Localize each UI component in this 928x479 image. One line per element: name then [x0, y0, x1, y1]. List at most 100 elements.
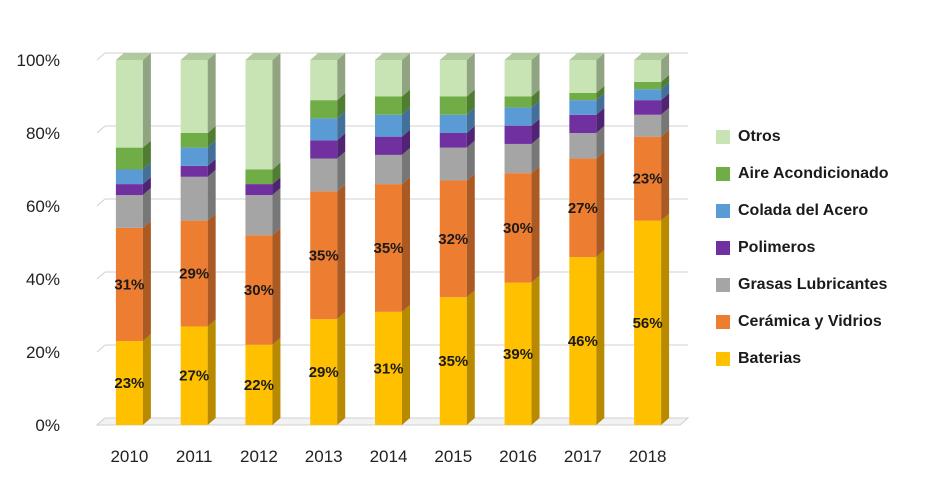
bar-segment [180, 53, 216, 133]
bar-segment [115, 334, 151, 425]
legend-item: Aire Acondicionado [716, 155, 926, 192]
bar-segment-side [531, 166, 540, 283]
bar-segment-front [115, 227, 143, 342]
legend-swatch [716, 277, 730, 292]
x-tick-label: 2016 [499, 447, 537, 466]
bar-segment-side [272, 188, 281, 236]
legend-item: Polimeros [716, 229, 926, 266]
bar-segment-side [402, 89, 410, 115]
bar-segment-side [207, 213, 216, 327]
data-label: 46% [568, 333, 598, 350]
bar-segment-side [661, 213, 670, 425]
bar-segment-front [569, 60, 597, 93]
bar-segment [180, 126, 216, 148]
bar-segment-side [142, 334, 151, 425]
bar-segment-side [596, 107, 605, 133]
bar-segment-side [402, 107, 410, 137]
bar-segment-front [504, 282, 532, 425]
bar-segment-side [142, 188, 151, 228]
bar-segment-side [402, 304, 410, 425]
legend-swatch [716, 314, 730, 329]
bar-segment [569, 250, 605, 425]
legend-item: Cerámica y Vidrios [716, 303, 926, 340]
bar-segment-side [466, 126, 475, 148]
legend-label: Cerámica y Vidrios [738, 312, 882, 330]
bar-segment [180, 140, 216, 166]
bar-segment-front [310, 191, 338, 320]
bar-segment [115, 162, 151, 185]
bar-segment-front [115, 195, 143, 228]
bar-top-face [504, 53, 540, 60]
bar-segment-side [207, 169, 216, 221]
data-label: 35% [373, 240, 403, 257]
bar-segment-front [569, 100, 597, 115]
bar-segment-front [375, 136, 402, 155]
legend-item: Otros [716, 118, 926, 155]
bar-segment-side [207, 319, 216, 425]
bar-segment-front [634, 220, 662, 425]
bar-segment-front [504, 173, 532, 283]
legend-label: Otros [738, 127, 781, 145]
bar-segment [310, 111, 346, 141]
bar-segment-side [466, 89, 475, 115]
legend-label: Grasas Lubricantes [738, 275, 888, 293]
gridline-depth [96, 125, 106, 134]
bar-segment-side [272, 162, 281, 185]
bar-segment-front [504, 143, 532, 174]
bar-segment-front [115, 147, 143, 170]
x-tick-label: 2012 [240, 447, 278, 466]
bar-segment [375, 304, 410, 425]
bar-segment [504, 53, 540, 97]
x-tick-label: 2011 [176, 447, 213, 466]
legend: Otros Aire Acondicionado Colada del Acero P… [716, 118, 926, 377]
bar-segment [245, 228, 281, 345]
bar-segment [375, 129, 410, 155]
bar-segment [439, 107, 475, 133]
bar-segment-front [245, 344, 273, 425]
bar-segment [310, 93, 346, 119]
bar-segment-side [661, 53, 670, 82]
bar-segment [310, 151, 346, 192]
bar-segment-side [337, 93, 346, 119]
data-label: 29% [179, 266, 209, 283]
bar-segment [634, 213, 670, 425]
bar-segment-side [142, 220, 151, 342]
x-tick-label: 2017 [564, 447, 602, 466]
bar-segment [310, 53, 346, 101]
bar-segment [504, 136, 540, 174]
bar-segment [245, 337, 281, 425]
bar-segment [375, 177, 410, 312]
bar-segment-side [337, 53, 346, 101]
legend-label: Baterias [738, 349, 802, 367]
bar-segment-front [439, 180, 467, 298]
bar-segment-side [596, 93, 605, 115]
bar-segment-front [634, 81, 662, 90]
bar-segment [115, 220, 151, 342]
bar-top-face [180, 53, 216, 60]
data-label: 23% [633, 171, 663, 188]
legend-swatch [716, 203, 730, 218]
bar-segment-front [245, 169, 273, 185]
bar-segment [634, 107, 670, 137]
data-label: 30% [503, 220, 533, 237]
bar-segment-side [272, 177, 281, 196]
data-label: 27% [179, 368, 209, 385]
bar-segment-side [531, 100, 540, 126]
bar-segment-front [310, 60, 338, 101]
bar-segment [180, 319, 216, 425]
bar-segment-front [375, 60, 402, 97]
gridline-depth [96, 271, 106, 280]
data-label: 56% [633, 315, 663, 332]
bar-segment-side [142, 140, 151, 170]
bar-segment-side [402, 129, 410, 155]
bar-segment-side [596, 126, 605, 159]
bar-segment-side [272, 337, 281, 425]
data-label: 30% [244, 282, 274, 299]
bar-segment [115, 53, 151, 148]
bar-segment-side [142, 53, 151, 148]
gridline-depth [96, 198, 106, 207]
bar-segment-front [504, 107, 532, 126]
data-label: 31% [114, 276, 144, 293]
bar-segment-front [634, 60, 662, 82]
